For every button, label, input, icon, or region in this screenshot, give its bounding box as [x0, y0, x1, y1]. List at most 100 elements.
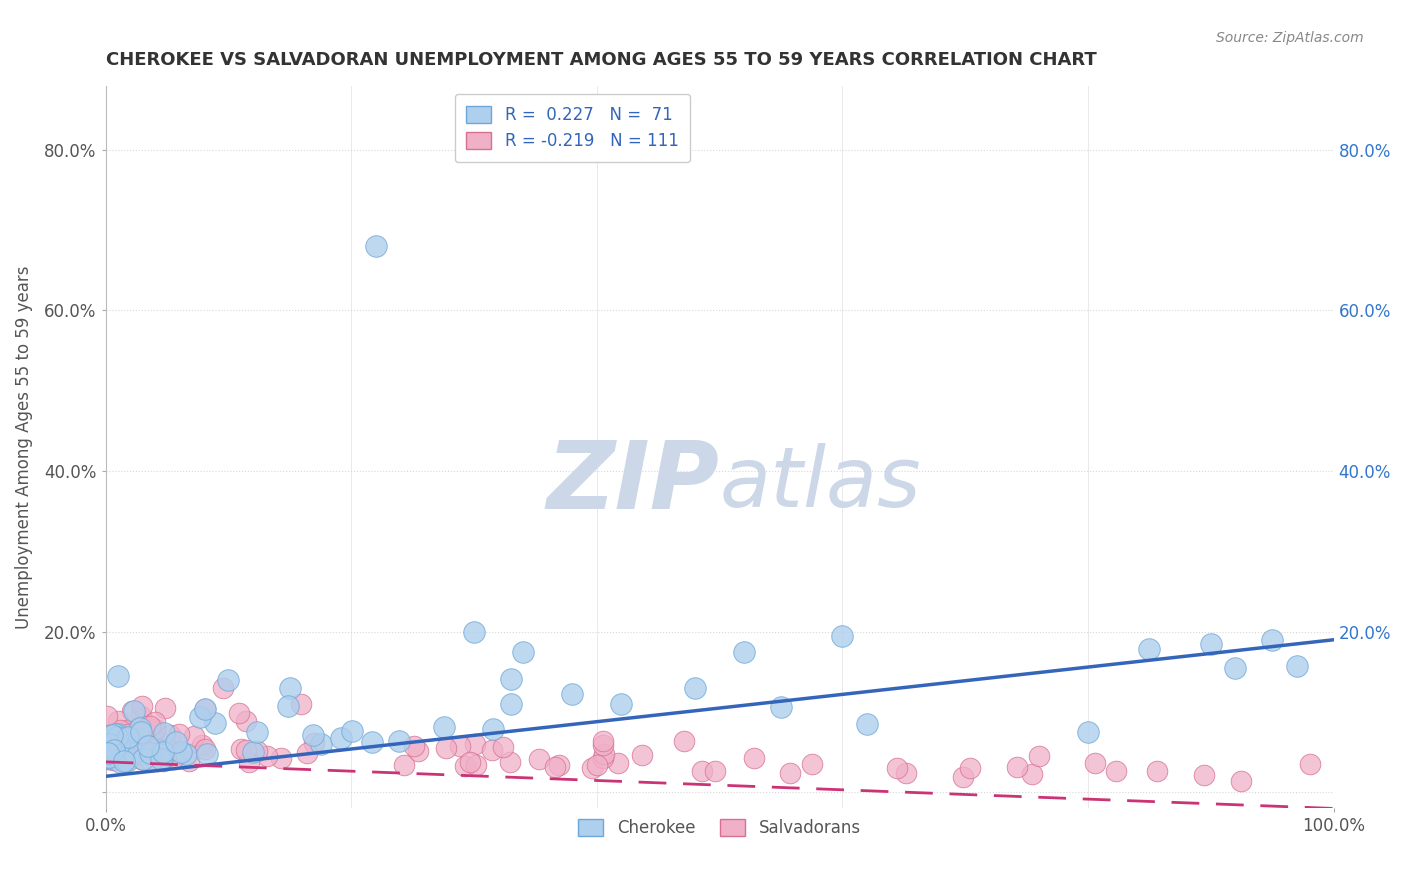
Point [107, 714, 129, 728]
Text: ZIP: ZIP [547, 437, 720, 529]
Point [831, 629, 853, 643]
Point [606, 756, 628, 771]
Point [141, 735, 163, 749]
Point [104, 734, 127, 748]
Point [124, 704, 146, 718]
Point [465, 757, 488, 772]
Point [191, 739, 214, 753]
Point [952, 770, 974, 784]
Point [1105, 764, 1128, 779]
Point [434, 740, 457, 755]
Point [152, 741, 174, 756]
Point [139, 746, 162, 760]
Point [115, 753, 138, 767]
Point [592, 734, 614, 748]
Point [581, 761, 603, 775]
Point [150, 752, 173, 766]
Point [204, 716, 226, 731]
Point [112, 750, 135, 764]
Point [94, 750, 117, 764]
Point [98, 737, 121, 751]
Point [512, 645, 534, 659]
Point [188, 710, 211, 724]
Point [499, 755, 522, 769]
Point [543, 760, 565, 774]
Point [115, 731, 138, 745]
Point [129, 752, 152, 766]
Point [959, 761, 981, 775]
Point [128, 747, 150, 762]
Point [1199, 637, 1222, 651]
Point [683, 681, 706, 695]
Point [105, 747, 128, 761]
Point [1299, 757, 1322, 772]
Point [404, 739, 426, 754]
Point [856, 717, 879, 731]
Point [492, 739, 515, 754]
Point [433, 720, 456, 734]
Point [463, 624, 485, 639]
Point [1139, 642, 1161, 657]
Point [742, 751, 765, 765]
Point [159, 728, 181, 742]
Point [115, 753, 138, 767]
Point [463, 737, 485, 751]
Point [97, 746, 120, 760]
Point [481, 743, 503, 757]
Point [121, 704, 143, 718]
Point [690, 764, 713, 779]
Point [149, 735, 172, 749]
Point [194, 701, 217, 715]
Point [586, 757, 609, 772]
Point [499, 697, 522, 711]
Point [101, 753, 124, 767]
Point [149, 751, 172, 765]
Point [118, 748, 141, 763]
Point [194, 702, 217, 716]
Point [117, 727, 139, 741]
Point [105, 748, 128, 763]
Point [152, 754, 174, 768]
Point [176, 747, 198, 761]
Point [610, 697, 633, 711]
Point [529, 752, 551, 766]
Point [114, 737, 136, 751]
Point [458, 755, 481, 769]
Point [1084, 756, 1107, 771]
Point [340, 723, 363, 738]
Point [770, 700, 793, 714]
Point [329, 731, 352, 746]
Point [1285, 658, 1308, 673]
Point [238, 755, 260, 769]
Point [111, 740, 134, 755]
Point [110, 755, 132, 769]
Point [122, 746, 145, 760]
Point [672, 733, 695, 747]
Point [152, 745, 174, 759]
Point [1028, 748, 1050, 763]
Point [454, 759, 477, 773]
Point [800, 756, 823, 771]
Point [195, 747, 218, 761]
Point [242, 745, 264, 759]
Point [107, 669, 129, 683]
Point [162, 751, 184, 765]
Text: Source: ZipAtlas.com: Source: ZipAtlas.com [1216, 31, 1364, 45]
Point [183, 729, 205, 743]
Point [1225, 661, 1247, 675]
Point [165, 735, 187, 749]
Point [112, 754, 135, 768]
Point [129, 740, 152, 755]
Point [388, 733, 411, 747]
Point [631, 748, 654, 763]
Point [143, 714, 166, 729]
Point [129, 708, 152, 723]
Point [593, 747, 616, 761]
Point [1077, 725, 1099, 739]
Point [104, 743, 127, 757]
Point [235, 743, 257, 757]
Point [406, 744, 429, 758]
Point [136, 739, 159, 753]
Point [361, 735, 384, 749]
Point [128, 720, 150, 734]
